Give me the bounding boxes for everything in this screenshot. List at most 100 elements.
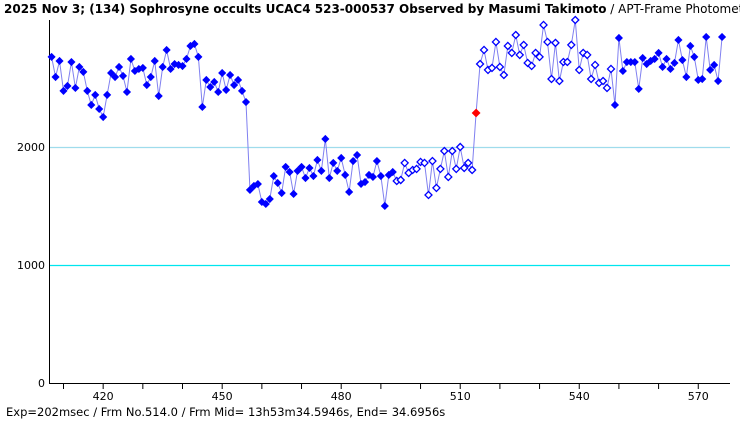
- chart-title-main: 2025 Nov 3; (134) Sophrosyne occults UCA…: [4, 2, 607, 16]
- data-point: [329, 158, 338, 167]
- data-point: [67, 57, 76, 67]
- data-point: [261, 199, 270, 209]
- data-point: [285, 167, 294, 177]
- data-point: [103, 90, 112, 100]
- data-point: [562, 57, 572, 67]
- data-point: [333, 166, 342, 176]
- data-point: [126, 54, 135, 64]
- data-point: [297, 162, 306, 171]
- data-point: [182, 54, 191, 64]
- data-point: [459, 163, 469, 173]
- data-point: [107, 68, 116, 78]
- data-point: [650, 54, 659, 64]
- data-point: [353, 150, 362, 160]
- data-point: [554, 76, 564, 86]
- data-point: [150, 56, 159, 66]
- data-point: [614, 33, 623, 43]
- data-point: [499, 70, 509, 80]
- data-point: [515, 50, 525, 60]
- data-point: [360, 177, 370, 187]
- data-point: [317, 166, 326, 176]
- data-point: [190, 39, 199, 49]
- data-point: [511, 30, 521, 40]
- data-point: [491, 37, 501, 47]
- data-point: [218, 68, 227, 78]
- data-point: [710, 60, 719, 70]
- data-point: [253, 179, 262, 189]
- data-point: [178, 61, 187, 71]
- data-point: [531, 48, 541, 58]
- data-point: [63, 81, 72, 91]
- data-point: [55, 56, 64, 66]
- data-point: [698, 74, 707, 84]
- data-point: [439, 146, 449, 156]
- data-point: [590, 60, 600, 70]
- data-point: [237, 86, 247, 95]
- data-point: [281, 162, 290, 171]
- data-point: [87, 100, 96, 110]
- data-point: [349, 156, 358, 166]
- data-point: [574, 65, 584, 75]
- data-point: [686, 41, 695, 51]
- data-point: [122, 87, 132, 97]
- data-point: [618, 66, 627, 76]
- data-point: [47, 52, 56, 62]
- data-point: [702, 32, 711, 42]
- data-point: [269, 171, 278, 181]
- data-point: [582, 50, 592, 60]
- data-point: [79, 67, 88, 76]
- data-point: [634, 84, 643, 93]
- data-point: [535, 52, 544, 62]
- series-line: [51, 19, 723, 207]
- data-point: [400, 158, 410, 168]
- y-tick-label: 2000: [17, 141, 45, 154]
- data-point: [59, 86, 68, 95]
- data-point: [210, 77, 219, 87]
- data-point: [551, 38, 560, 48]
- data-point: [380, 201, 389, 211]
- data-point: [91, 90, 100, 100]
- x-tick-label: 480: [331, 390, 352, 403]
- data-point: [586, 74, 596, 84]
- x-tick-label: 540: [569, 390, 590, 403]
- data-point: [241, 97, 251, 107]
- data-point: [424, 190, 433, 200]
- data-point: [606, 64, 616, 74]
- data-point: [479, 45, 489, 55]
- data-point: [273, 178, 282, 188]
- data-point: [638, 53, 647, 63]
- data-point: [162, 45, 171, 55]
- data-point: [666, 64, 675, 74]
- data-point: [114, 62, 124, 72]
- data-point: [118, 71, 128, 81]
- data-point: [194, 52, 203, 62]
- data-point: [309, 171, 318, 181]
- data-point: [463, 158, 473, 168]
- y-tick-label: 1000: [17, 259, 45, 272]
- data-point: [527, 61, 537, 71]
- data-point: [495, 62, 505, 72]
- data-point: [110, 72, 120, 82]
- data-point: [602, 83, 612, 93]
- data-point: [420, 158, 429, 168]
- data-point: [678, 55, 687, 65]
- highlighted-data-point: [471, 108, 481, 118]
- data-point: [142, 80, 151, 90]
- data-point: [166, 64, 175, 74]
- data-point: [71, 83, 80, 93]
- data-point: [222, 85, 231, 95]
- data-point: [230, 80, 239, 90]
- data-point: [321, 134, 330, 144]
- data-point: [714, 76, 723, 86]
- data-point: [674, 35, 683, 45]
- data-point: [682, 72, 691, 82]
- chart-title-suffix: / APT-Frame Photometry /: [610, 2, 740, 16]
- data-point: [443, 172, 453, 182]
- data-point: [598, 76, 608, 86]
- data-point: [364, 170, 374, 180]
- data-point: [431, 183, 441, 193]
- data-point: [630, 57, 639, 67]
- data-point: [158, 62, 167, 72]
- data-point: [475, 59, 485, 69]
